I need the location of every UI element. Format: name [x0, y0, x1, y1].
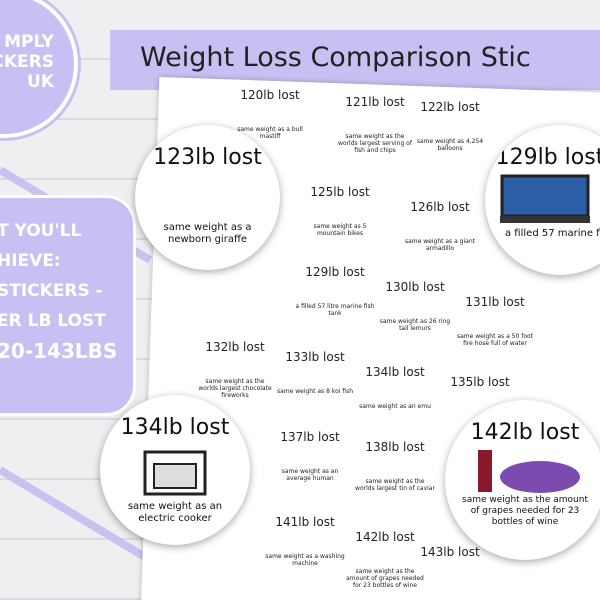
- sticker-caption: same weight as a washing machine: [265, 553, 345, 567]
- sticker-heading: 129lb lost: [305, 265, 365, 279]
- sticker-caption: same weight as the amount of grapes need…: [346, 568, 424, 589]
- promo-text: HIEVE:: [0, 251, 61, 271]
- small-sticker: 129lb lost a filled 57 litre marine fish …: [295, 265, 375, 317]
- sticker-caption: same weight as 8 koi fish: [276, 388, 354, 395]
- sticker-heading: 132lb lost: [205, 340, 265, 354]
- promo-text: T YOU'LL: [0, 221, 82, 241]
- sticker-caption: same weight as 4,254 balloons: [416, 138, 484, 152]
- sticker-caption: same weight as an average human: [281, 468, 339, 482]
- banner: Weight Loss Comparison Stic: [110, 30, 600, 90]
- sticker-heading: 130lb lost: [385, 280, 445, 294]
- small-sticker: 125lb lost same weight as 5 mountain bike…: [300, 185, 380, 237]
- big-sticker: 142lb lost same weight as the amount of …: [445, 400, 600, 560]
- sticker-heading: 141lb lost: [275, 515, 335, 529]
- sticker-caption: same weight as a giant armadillo: [405, 238, 475, 252]
- sticker-heading: 133lb lost: [285, 350, 345, 364]
- logo-text: MPLY: [4, 32, 54, 52]
- sticker-caption: same weight as the worlds largest tin of…: [355, 478, 435, 492]
- stick: [0, 466, 153, 564]
- big-sticker: 134lb lost same weight as an electric co…: [100, 395, 250, 545]
- logo-text: UK: [27, 72, 54, 92]
- grapes-icon: [478, 450, 580, 493]
- sticker-heading: 135lb lost: [450, 375, 510, 389]
- sticker-heading: 129lb lost: [495, 145, 600, 170]
- small-sticker: 132lb lost same weight as the worlds larg…: [195, 340, 275, 399]
- sticker-heading: 122lb lost: [420, 100, 480, 114]
- small-sticker: 141lb lost same weight as a washing machi…: [265, 515, 345, 567]
- small-sticker: 120lb lost same weight as a bull mastiff: [230, 88, 310, 140]
- sticker-heading: 126lb lost: [410, 200, 470, 214]
- sticker-heading: 120lb lost: [240, 88, 300, 102]
- banner-title: Weight Loss Comparison Stic: [140, 42, 531, 73]
- small-sticker: 122lb lost same weight as 4,254 balloons: [410, 100, 490, 152]
- sticker-caption: same weight as a 50 foot fire hose full …: [456, 333, 534, 347]
- sticker-caption: same weight as the worlds largest chocol…: [198, 378, 272, 399]
- sticker-heading: 138lb lost: [365, 440, 425, 454]
- sticker-heading: 137lb lost: [280, 430, 340, 444]
- sticker-caption: a filled 57 marine fish: [505, 228, 600, 239]
- small-sticker: 131lb lost same weight as a 50 foot fire …: [455, 295, 535, 347]
- small-sticker: 130lb lost same weight as 26 ring tail le…: [375, 280, 455, 332]
- logo-text: CKERS: [0, 52, 54, 72]
- sticker-heading: 123lb lost: [153, 145, 262, 170]
- small-sticker: 137lb lost same weight as an average huma…: [270, 430, 350, 482]
- sticker-caption: same weight as an electric cooker: [127, 501, 223, 524]
- sticker-caption: same weight as 5 mountain bikes: [313, 223, 367, 237]
- small-sticker: 134lb lost same weight as an emu: [355, 365, 435, 410]
- sticker-caption: a filled 57 litre marine fish tank: [295, 303, 375, 317]
- sticker-caption: same weight as a newborn giraffe: [163, 222, 252, 245]
- sticker-heading: 131lb lost: [465, 295, 525, 309]
- big-sticker: 123lb lost same weight as a newborn gira…: [135, 125, 280, 270]
- fish-tank-icon: [500, 174, 590, 223]
- small-sticker: 121lb lost same weight as the worlds larg…: [335, 95, 415, 154]
- sticker-heading: 142lb lost: [355, 530, 415, 544]
- promo-text: ER LB LOST: [0, 311, 106, 331]
- sticker-caption: same weight as 26 ring tail lemurs: [379, 318, 451, 332]
- sticker-caption: same weight as the amount of grapes need…: [462, 495, 588, 527]
- cooker-icon: [143, 450, 207, 496]
- sticker-caption: same weight as an emu: [359, 403, 431, 410]
- small-sticker: 138lb lost same weight as the worlds larg…: [355, 440, 435, 492]
- sticker-heading: 143lb lost: [420, 545, 480, 559]
- promo-panel: T YOU'LL HIEVE: STICKERS - ER LB LOST 20…: [0, 195, 136, 416]
- sticker-heading: 134lb lost: [365, 365, 425, 379]
- small-sticker: 126lb lost same weight as a giant armadil…: [400, 200, 480, 252]
- promo-text: 20-143LBS: [0, 339, 118, 363]
- big-sticker: 129lb lost a filled 57 marine fish: [485, 125, 600, 275]
- sticker-caption: same weight as a bull mastiff: [237, 126, 303, 140]
- promo-text: STICKERS -: [0, 281, 103, 301]
- sticker-caption: same weight as the worlds largest servin…: [338, 133, 412, 154]
- small-sticker: 135lb lost: [440, 375, 520, 389]
- sticker-heading: 125lb lost: [310, 185, 370, 199]
- small-sticker: 133lb lost same weight as 8 koi fish: [275, 350, 355, 395]
- small-sticker: 142lb lost same weight as the amount of g…: [345, 530, 425, 589]
- sticker-heading: 121lb lost: [345, 95, 405, 109]
- sticker-heading: 142lb lost: [470, 420, 580, 445]
- small-sticker: 143lb lost: [410, 545, 490, 559]
- sticker-heading: 134lb lost: [120, 415, 230, 440]
